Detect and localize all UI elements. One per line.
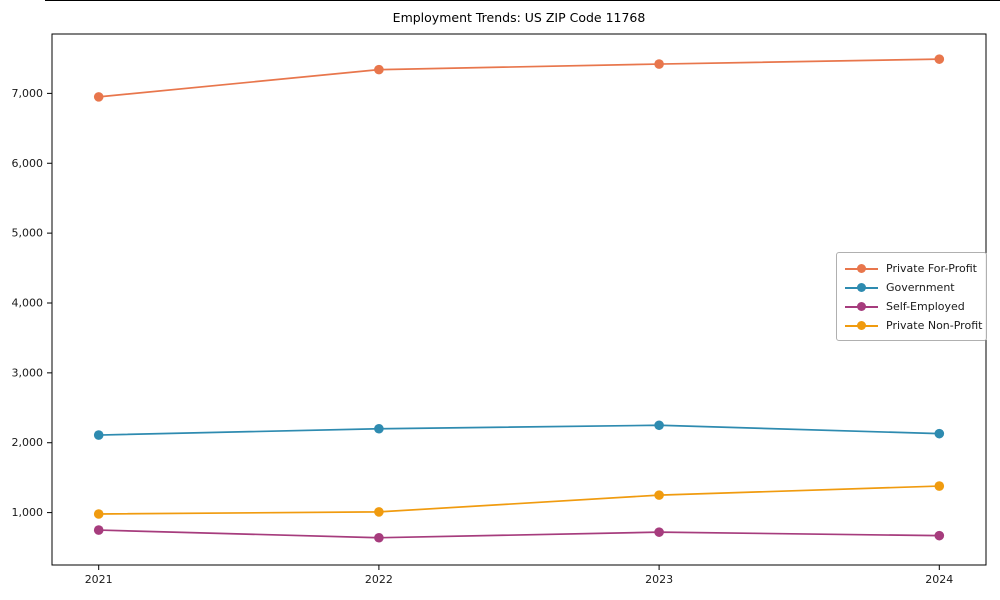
- chart-legend: Private For-Profit Government Self-Emplo…: [836, 252, 987, 341]
- data-point: [374, 532, 384, 543]
- data-point: [374, 64, 384, 75]
- window-top-edge: [45, 0, 1000, 1]
- y-tick-label: 3,000: [12, 366, 44, 379]
- y-tick-label: 6,000: [12, 157, 44, 170]
- data-point: [934, 428, 945, 439]
- y-tick-label: 2,000: [12, 436, 44, 449]
- x-tick-label: 2022: [365, 573, 393, 586]
- y-tick-label: 4,000: [12, 296, 44, 309]
- data-point: [654, 59, 664, 69]
- series-line-private-for-profit: [98, 58, 940, 98]
- legend-line-marker-icon: [845, 282, 878, 293]
- data-point: [934, 54, 945, 64]
- data-point: [934, 481, 945, 491]
- series-line-government: [98, 424, 940, 436]
- y-tick-label: 5,000: [12, 227, 44, 240]
- legend-item-private-non-profit: Private Non-Profit: [845, 316, 982, 335]
- legend-line-marker-icon: [845, 320, 878, 331]
- y-tick-label: 1,000: [12, 506, 44, 519]
- x-tick-label: 2023: [645, 573, 673, 586]
- data-point: [374, 423, 384, 434]
- x-tick-label: 2021: [85, 573, 113, 586]
- chart-title: Employment Trends: US ZIP Code 11768: [392, 10, 646, 25]
- legend-item-government: Government: [845, 278, 978, 297]
- legend-label: Private Non-Profit: [886, 319, 983, 332]
- legend-label: Government: [886, 281, 955, 294]
- series-line-self-employed: [98, 529, 940, 539]
- data-point: [93, 509, 104, 519]
- legend-item-self-employed: Self-Employed: [845, 297, 978, 316]
- legend-item-private-for-profit: Private For-Profit: [845, 259, 978, 278]
- legend-label: Self-Employed: [886, 300, 965, 313]
- series-line-private-non-profit: [98, 485, 940, 515]
- legend-line-marker-icon: [845, 263, 878, 274]
- data-point: [934, 530, 945, 541]
- data-point: [93, 525, 104, 535]
- data-point: [654, 527, 664, 537]
- y-tick-label: 7,000: [12, 87, 44, 100]
- data-point: [654, 420, 664, 431]
- x-tick-label: 2024: [925, 573, 953, 586]
- data-point: [93, 92, 104, 102]
- legend-label: Private For-Profit: [886, 262, 977, 275]
- data-point: [374, 507, 384, 517]
- legend-line-marker-icon: [845, 301, 878, 312]
- data-point: [654, 490, 664, 500]
- data-point: [93, 430, 104, 440]
